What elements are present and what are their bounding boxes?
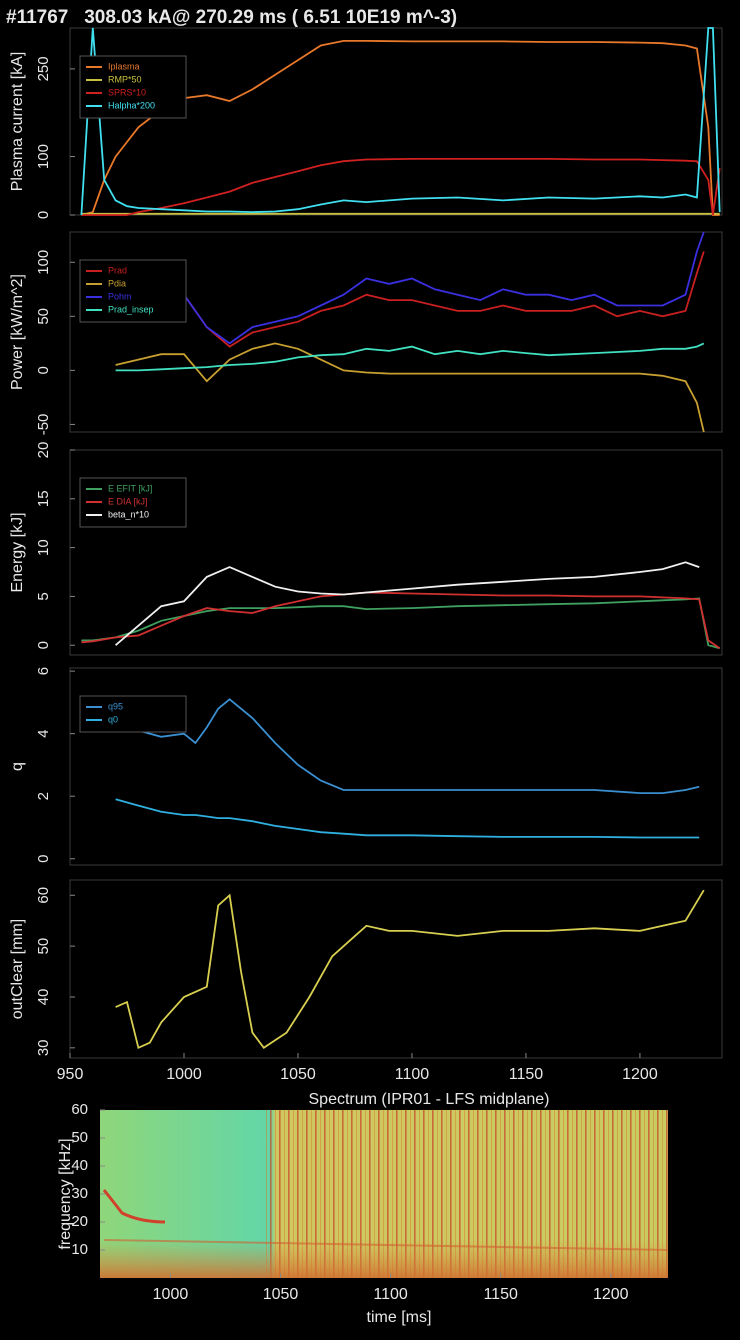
y-tick-label: 0 <box>35 366 52 374</box>
series-line <box>81 593 719 649</box>
y-axis-label: frequency [kHz] <box>57 1138 74 1249</box>
legend-label: q0 <box>108 714 118 724</box>
x-tick-label: 1050 <box>263 1286 299 1303</box>
legend-label: q95 <box>108 701 123 711</box>
series-line <box>116 699 700 793</box>
legend-label: Prad_insep <box>108 304 154 314</box>
x-tick-label: 1150 <box>509 1066 544 1083</box>
y-axis-label: Power [kW/m^2] <box>9 274 26 390</box>
plot-frame <box>70 880 722 1058</box>
series-line <box>116 890 704 1048</box>
legend-label: E EFIT [kJ] <box>108 483 152 493</box>
legend-label: Pdia <box>108 278 126 288</box>
x-tick-label: 1050 <box>280 1066 316 1083</box>
legend-label: E DIA [kJ] <box>108 496 148 506</box>
legend-label: Halpha*200 <box>108 100 155 110</box>
y-tick-label: 0 <box>35 855 52 863</box>
legend-label: Prad <box>108 265 127 275</box>
y-tick-label: 15 <box>35 490 52 507</box>
y-axis-label: Energy [kJ] <box>9 512 26 592</box>
y-tick-label: 60 <box>71 1101 88 1118</box>
y-tick-label: 0 <box>35 211 52 219</box>
y-tick-label: 50 <box>35 938 52 955</box>
x-tick-label: 1200 <box>593 1286 629 1303</box>
x-tick-label: 1150 <box>483 1286 518 1303</box>
dashboard: #11767 308.03 kA@ 270.29 ms ( 6.51 10E19… <box>0 0 740 1340</box>
y-axis-label: Plasma current [kA] <box>9 52 26 192</box>
series-line <box>116 343 704 370</box>
y-tick-label: 20 <box>35 442 52 459</box>
legend-label: beta_n*10 <box>108 509 149 519</box>
y-tick-label: 50 <box>35 308 52 325</box>
y-tick-label: 2 <box>35 792 52 800</box>
legend-label: Pohm <box>108 291 132 301</box>
series-line <box>116 799 700 837</box>
y-tick-label: 100 <box>35 144 52 169</box>
legend-label: SPRS*10 <box>108 87 146 97</box>
legend-box <box>80 696 186 732</box>
x-tick-label: 1000 <box>166 1066 202 1083</box>
y-tick-label: 250 <box>35 56 52 81</box>
series-line <box>116 343 704 432</box>
y-tick-label: 4 <box>35 729 52 737</box>
y-tick-label: 0 <box>35 641 52 649</box>
legend-label: RMP*50 <box>108 74 142 84</box>
y-tick-label: 60 <box>35 887 52 904</box>
y-tick-label: 100 <box>35 250 52 275</box>
series-line <box>116 562 700 645</box>
x-axis-label: time [ms] <box>367 1309 432 1326</box>
x-tick-label: 1000 <box>153 1286 189 1303</box>
series-line <box>81 598 719 648</box>
chart-title: Spectrum (IPR01 - LFS midplane) <box>309 1091 550 1108</box>
x-tick-label: 1100 <box>395 1066 430 1083</box>
y-tick-label: 10 <box>35 539 52 556</box>
x-tick-label: 1200 <box>622 1066 658 1083</box>
y-axis-label: outClear [mm] <box>9 919 26 1019</box>
y-tick-label: 30 <box>35 1039 52 1056</box>
y-axis-label: q <box>9 762 26 771</box>
y-tick-label: 6 <box>35 667 52 675</box>
legend-label: Iplasma <box>108 61 140 71</box>
y-tick-label: 40 <box>35 989 52 1006</box>
page-title: #11767 308.03 kA@ 270.29 ms ( 6.51 10E19… <box>6 7 457 28</box>
y-tick-label: -50 <box>35 414 52 436</box>
x-tick-label: 1100 <box>373 1286 408 1303</box>
series-line <box>81 159 719 215</box>
x-tick-label: 950 <box>57 1066 84 1083</box>
spectrogram-image <box>100 1110 668 1278</box>
y-tick-label: 5 <box>35 592 52 600</box>
